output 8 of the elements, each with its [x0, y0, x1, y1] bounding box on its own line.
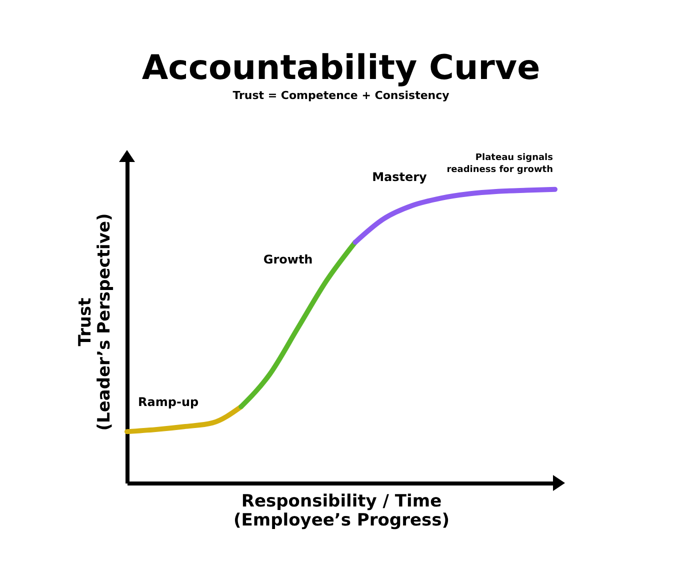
- series-label: Mastery: [372, 170, 428, 184]
- series-label: Ramp-up: [138, 394, 200, 409]
- chart-subtitle: Trust = Competence + Consistency: [232, 89, 450, 102]
- y-axis-title: Trust (Leader’s Perspective): [76, 213, 114, 431]
- text: Plateau signals readiness for growth: [446, 153, 553, 175]
- chart-title: Accountability Curve: [142, 48, 540, 88]
- series-label: Growth: [263, 252, 313, 266]
- x-axis-title: Responsibility / Time (Employee’s Progress): [233, 492, 450, 530]
